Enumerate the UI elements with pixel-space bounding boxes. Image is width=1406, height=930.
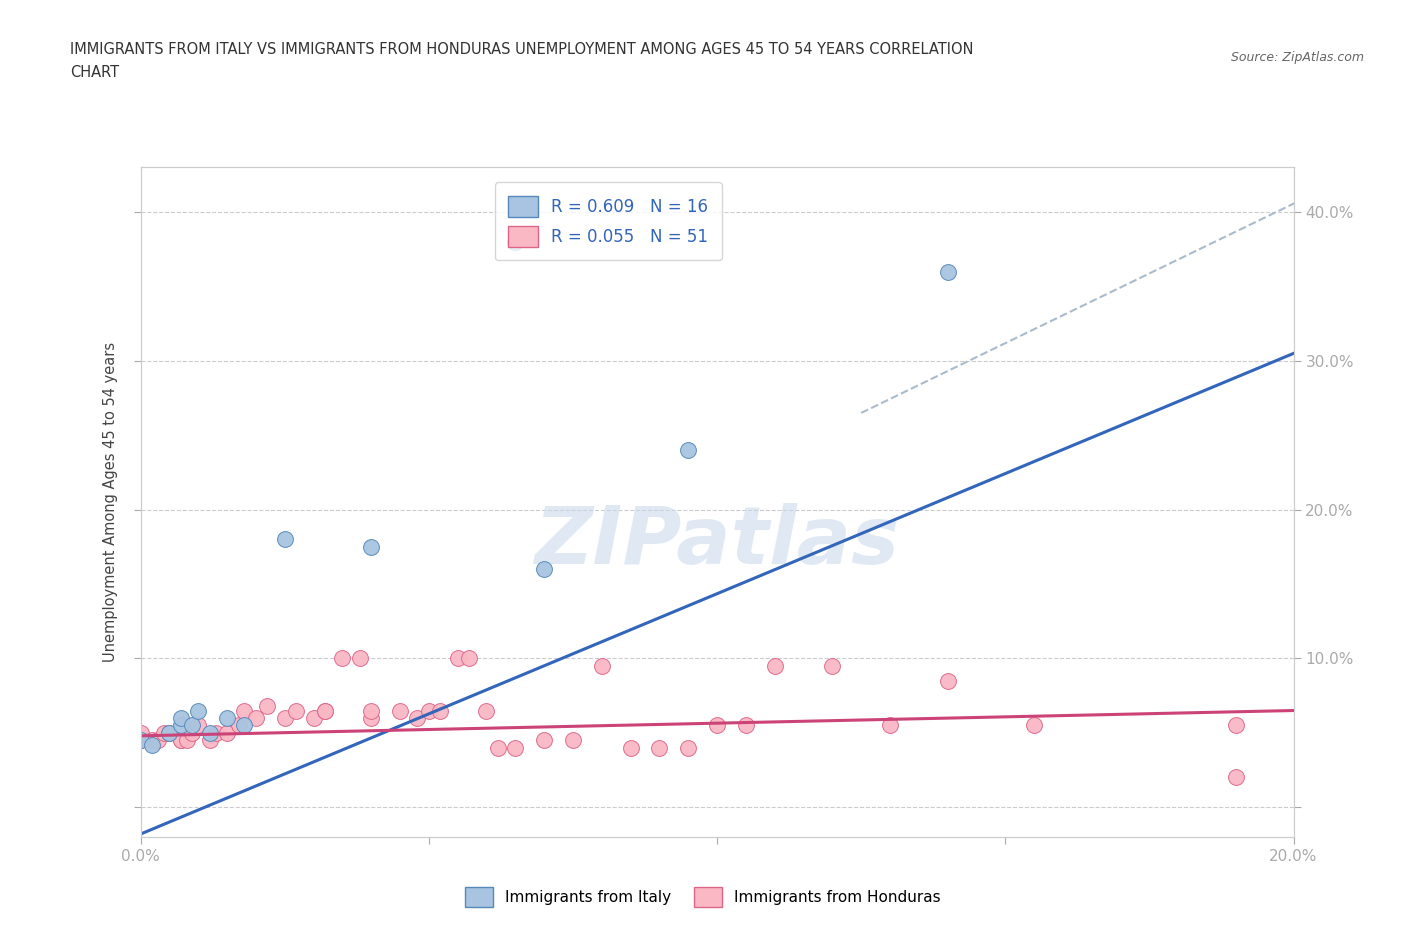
Point	[181, 718, 204, 733]
Point	[486, 740, 509, 755]
Point	[233, 718, 256, 733]
Point	[187, 703, 209, 718]
Point	[936, 673, 959, 688]
Point	[181, 725, 204, 740]
Legend: Immigrants from Italy, Immigrants from Honduras: Immigrants from Italy, Immigrants from H…	[460, 882, 946, 913]
Point	[562, 733, 585, 748]
Point	[533, 733, 555, 748]
Point	[503, 740, 526, 755]
Point	[274, 711, 297, 725]
Point	[198, 725, 221, 740]
Point	[129, 733, 152, 748]
Point	[458, 651, 481, 666]
Point	[204, 725, 226, 740]
Point	[159, 725, 180, 740]
Point	[1225, 718, 1247, 733]
Point	[314, 703, 336, 718]
Point	[475, 703, 498, 718]
Point	[233, 703, 256, 718]
Point	[503, 234, 526, 249]
Point	[388, 703, 411, 718]
Point	[146, 733, 169, 748]
Point	[129, 733, 152, 748]
Point	[141, 733, 163, 748]
Point	[678, 443, 700, 458]
Point	[821, 658, 844, 673]
Point	[170, 711, 193, 725]
Point	[447, 651, 470, 666]
Point	[533, 562, 555, 577]
Point	[285, 703, 308, 718]
Point	[187, 718, 209, 733]
Point	[198, 733, 221, 748]
Point	[245, 711, 267, 725]
Point	[302, 711, 325, 725]
Point	[648, 740, 671, 755]
Point	[217, 711, 239, 725]
Point	[1225, 770, 1247, 785]
Point	[228, 718, 250, 733]
Legend: R = 0.609   N = 16, R = 0.055   N = 51: R = 0.609 N = 16, R = 0.055 N = 51	[495, 182, 721, 260]
Point	[217, 725, 239, 740]
Point	[678, 740, 700, 755]
Text: CHART: CHART	[70, 65, 120, 80]
Point	[170, 718, 193, 733]
Point	[936, 264, 959, 279]
Text: ZIPatlas: ZIPatlas	[534, 503, 900, 581]
Point	[1024, 718, 1046, 733]
Point	[360, 703, 382, 718]
Point	[314, 703, 336, 718]
Y-axis label: Unemployment Among Ages 45 to 54 years: Unemployment Among Ages 45 to 54 years	[103, 342, 118, 662]
Point	[406, 711, 429, 725]
Point	[332, 651, 354, 666]
Point	[763, 658, 786, 673]
Point	[159, 725, 180, 740]
Point	[129, 725, 152, 740]
Text: Source: ZipAtlas.com: Source: ZipAtlas.com	[1230, 51, 1364, 64]
Point	[152, 725, 174, 740]
Point	[591, 658, 613, 673]
Point	[619, 740, 641, 755]
Point	[735, 718, 758, 733]
Point	[256, 698, 278, 713]
Point	[274, 532, 297, 547]
Text: IMMIGRANTS FROM ITALY VS IMMIGRANTS FROM HONDURAS UNEMPLOYMENT AMONG AGES 45 TO : IMMIGRANTS FROM ITALY VS IMMIGRANTS FROM…	[70, 42, 974, 57]
Point	[418, 703, 440, 718]
Point	[176, 733, 198, 748]
Point	[879, 718, 901, 733]
Point	[170, 733, 193, 748]
Point	[141, 737, 163, 752]
Point	[706, 718, 728, 733]
Point	[349, 651, 371, 666]
Point	[170, 733, 193, 748]
Point	[360, 711, 382, 725]
Point	[360, 539, 382, 554]
Point	[429, 703, 451, 718]
